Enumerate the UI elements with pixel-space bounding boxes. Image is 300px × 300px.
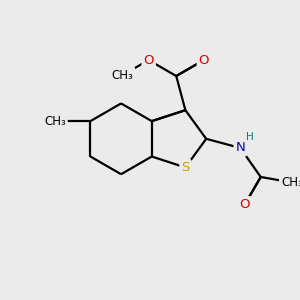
- Text: O: O: [239, 198, 250, 211]
- Text: O: O: [143, 54, 154, 67]
- Text: CH₃: CH₃: [281, 176, 300, 189]
- Text: N: N: [236, 142, 245, 154]
- Text: S: S: [181, 161, 190, 174]
- Text: H: H: [246, 132, 254, 142]
- Text: O: O: [199, 54, 209, 67]
- Text: CH₃: CH₃: [112, 69, 134, 82]
- Text: CH₃: CH₃: [44, 115, 66, 128]
